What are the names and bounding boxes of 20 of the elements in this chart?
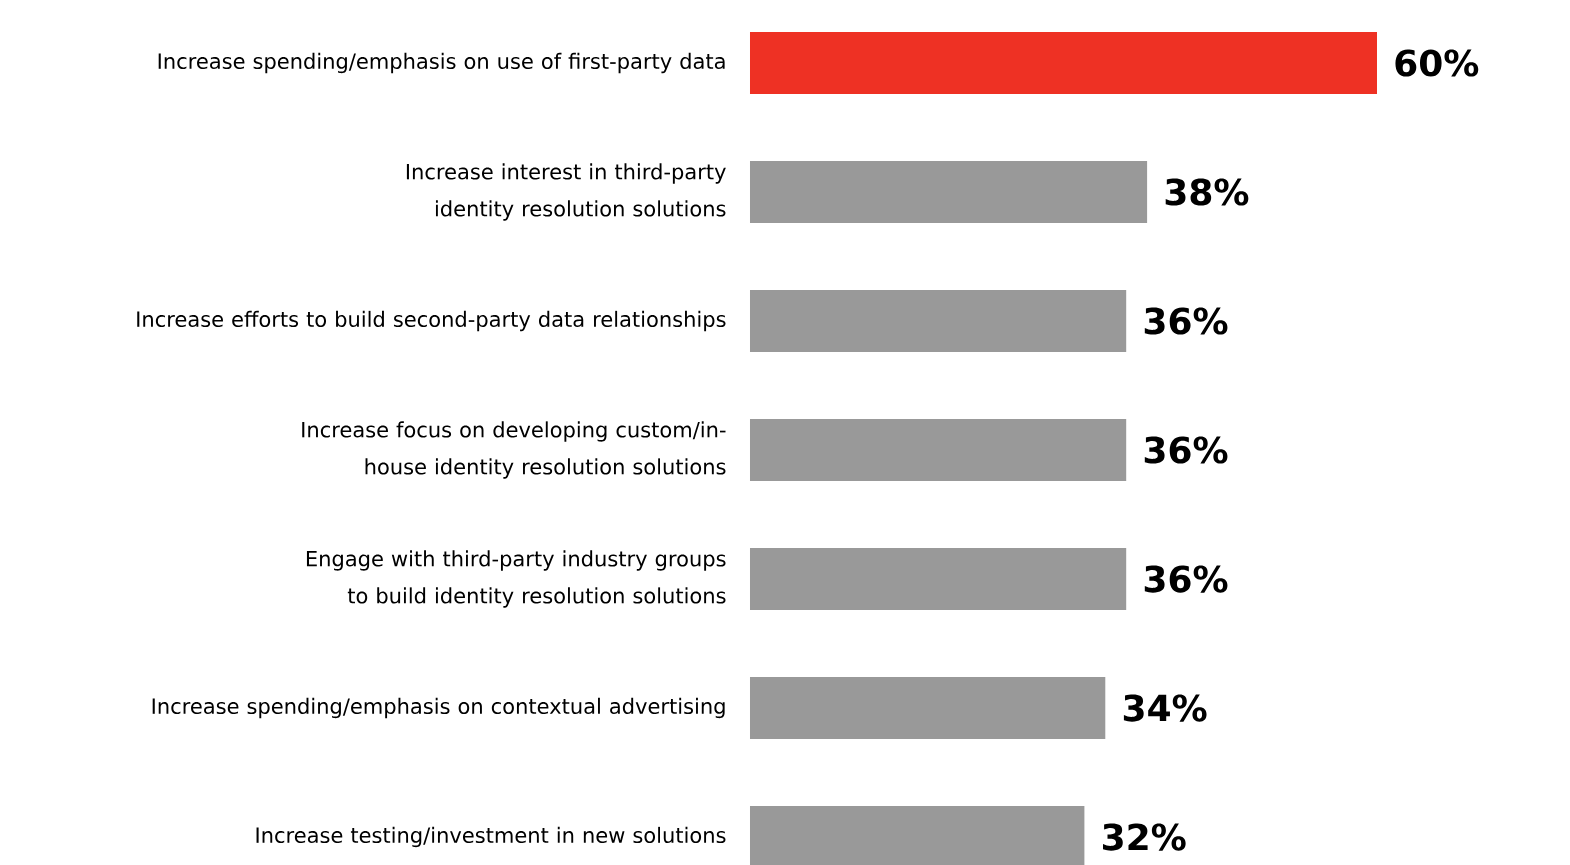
data-label: 34% — [1123, 694, 1207, 722]
data-label: 32% — [1103, 823, 1186, 851]
y-tick-label: Increase spending/emphasis on contextual advertising — [152, 697, 725, 719]
y-tick-label: Increase efforts to build second-party data relationships — [137, 310, 726, 332]
data-label: 36% — [1144, 436, 1228, 464]
bar — [749, 290, 1127, 352]
bar — [749, 419, 1127, 481]
data-label: 38% — [1165, 178, 1249, 206]
bar — [749, 161, 1148, 223]
data-label: 36% — [1144, 565, 1228, 593]
y-tick-label: Increase spending/emphasis on use of first-party data — [158, 52, 725, 74]
data-label: 36% — [1144, 307, 1228, 335]
bar — [749, 548, 1127, 610]
data-label: 60% — [1395, 49, 1479, 77]
bar — [749, 32, 1377, 94]
y-tick-label: Increase interest in third-party identity resolution solutions — [406, 163, 726, 221]
y-tick-label: Engage with third-party industry groups to build identity resolution solutions — [306, 550, 726, 608]
y-tick-label: Increase testing/investment in new solutions — [256, 826, 726, 848]
bar — [749, 677, 1106, 739]
y-tick-label: Increase focus on developing custom/in-house identity resolution solutions — [302, 421, 726, 479]
